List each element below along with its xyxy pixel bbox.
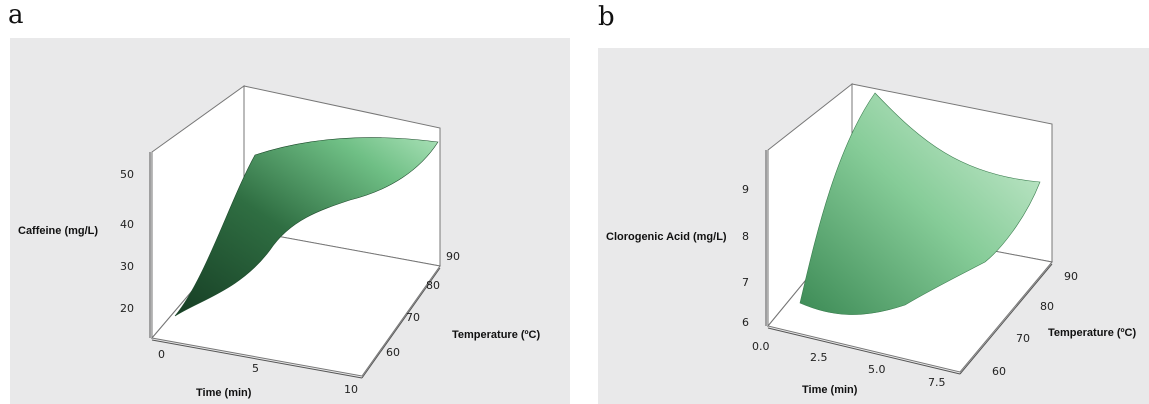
chart-a-z-tick: 50 — [120, 168, 134, 181]
chart-b-z-tick: 8 — [742, 230, 749, 243]
chart-b-z-tick: 7 — [742, 276, 749, 289]
chart-a-x-axis-title: Time (min) — [196, 387, 252, 399]
chart-b-x-tick: 0.0 — [752, 340, 770, 353]
chart-b-x-axis — [767, 327, 961, 375]
chart-a-z-tick: 30 — [120, 260, 134, 273]
chart-a-x-tick: 10 — [344, 383, 358, 396]
chart-a-y-tick: 70 — [406, 311, 420, 324]
chart-a-x-tick: 5 — [252, 362, 259, 375]
panel-label-a: a — [8, 0, 24, 30]
chart-b-z-tick: 9 — [742, 183, 749, 196]
chart-b-y-tick: 80 — [1040, 300, 1054, 313]
chart-a-y-tick: 80 — [426, 279, 440, 292]
chart-a-y-axis — [361, 267, 441, 379]
chart-a-y-tick: 60 — [386, 346, 400, 359]
chart-a-y-tick: 90 — [446, 250, 460, 263]
chart-b-x-tick: 7.5 — [928, 376, 946, 389]
chart-b-z-tick: 6 — [742, 316, 749, 329]
chart-b-x-tick: 2.5 — [810, 351, 828, 364]
chart-a: 50 40 30 20 Caffeine (mg/L) 0 5 10 Time … — [18, 85, 540, 399]
chart-a-response-surface — [174, 137, 439, 317]
chart-b-y-tick: 70 — [1016, 332, 1030, 345]
chart-b-x-axis-title: Time (min) — [802, 384, 858, 396]
chart-a-y-axis-title: Temperature (ºC) — [452, 329, 540, 341]
chart-b-y-tick: 60 — [992, 365, 1006, 378]
chart-a-x-axis — [151, 339, 363, 379]
panel-label-b: b — [598, 2, 615, 32]
chart-b: 9 8 7 6 Clorogenic Acid (mg/L) 0.0 2.5 5… — [606, 82, 1136, 396]
chart-b-z-axis-title: Clorogenic Acid (mg/L) — [606, 231, 727, 243]
chart-b-response-surface — [799, 92, 1041, 315]
chart-a-x-tick: 0 — [158, 348, 165, 361]
chart-b-y-tick: 90 — [1064, 270, 1078, 283]
chart-a-z-tick: 40 — [120, 218, 134, 231]
chart-b-y-axis — [959, 263, 1053, 375]
chart-b-x-tick: 5.0 — [868, 363, 886, 376]
chart-a-z-axis-title: Caffeine (mg/L) — [18, 225, 98, 237]
chart-a-z-tick: 20 — [120, 302, 134, 315]
chart-b-y-axis-title: Temperature (ºC) — [1048, 327, 1136, 339]
